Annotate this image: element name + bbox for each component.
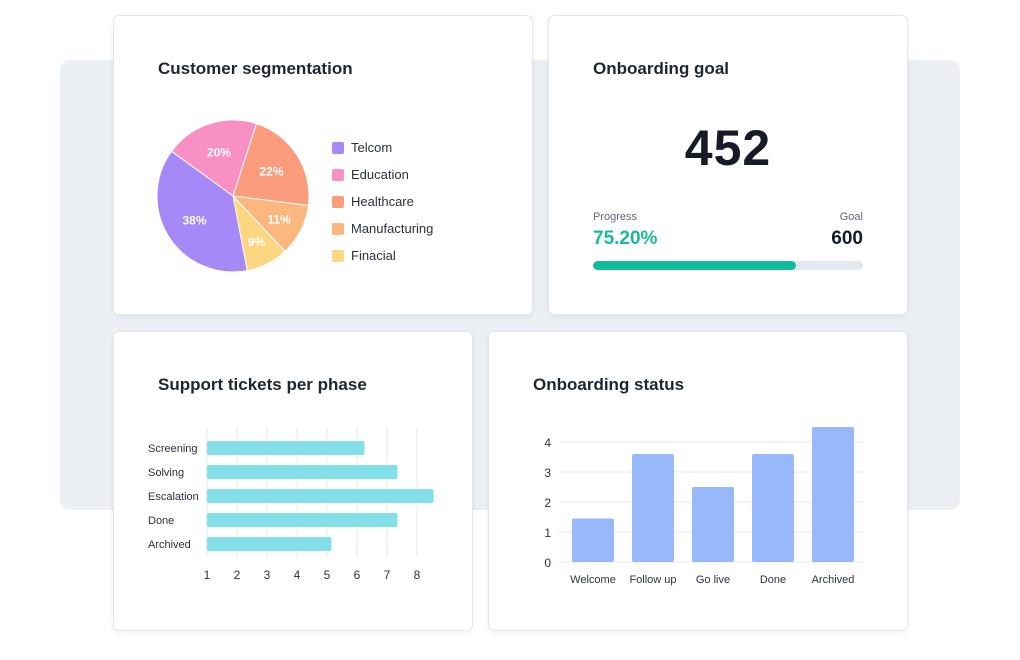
pie-label-education: 20% (207, 146, 231, 160)
pie-slice-healthcare (232, 123, 310, 207)
y-category-label: Screening (148, 443, 198, 455)
y-category-label: Archived (148, 539, 191, 551)
x-tick-label: 8 (414, 568, 421, 582)
support-tickets-card: Support tickets per phase 1 2 3 4 5 6 7 8 Screen… (113, 331, 473, 631)
bar-follow-up (632, 454, 674, 562)
x-tick-label: 5 (324, 568, 331, 582)
legend-swatch (332, 141, 344, 154)
customer-segmentation-pie-chart: 20% 22% 11%9% 38% (156, 119, 310, 273)
customer-segmentation-legend: Telcom Education Healthcare Manufacturing Fi… (332, 134, 433, 269)
legend-swatch (332, 168, 344, 181)
y-tick-label: 2 (544, 496, 551, 510)
bar-escalation (207, 489, 434, 503)
support-tickets-bar-chart: 1 2 3 4 5 6 7 8 Screening Solving Escalation Done Ar… (148, 427, 434, 582)
goal-label: Goal (839, 211, 863, 223)
bar-archived (207, 537, 332, 551)
legend-item-telcom: Telcom (332, 134, 433, 161)
legend-label: Manufacturing (351, 221, 434, 236)
y-category-label: Solving (148, 467, 184, 479)
x-category-label: Welcome (570, 574, 616, 586)
x-category-label: Go live (696, 574, 730, 586)
x-category-label: Archived (812, 574, 855, 586)
onboarding-status-card: Onboarding status 0 1 2 3 4 Welcome Follow up G… (488, 331, 908, 631)
y-tick-label: 4 (544, 436, 551, 450)
x-tick-label: 2 (234, 568, 241, 582)
bar-solving (207, 465, 398, 479)
legend-label: Finacial (351, 248, 396, 263)
customer-segmentation-card: Customer segmentation 20% 22% 11% 9% 38% Tel… (113, 15, 533, 315)
x-tick-label: 7 (384, 568, 391, 582)
bar-done (752, 454, 794, 562)
progress-percent: 75.20% (593, 228, 658, 249)
y-tick-label: 0 (544, 556, 551, 570)
support-tickets-title: Support tickets per phase (158, 375, 367, 394)
legend-item-education: Education (332, 161, 433, 188)
legend-label: Telcom (351, 140, 393, 155)
bar-archived (812, 427, 854, 562)
bar-done (207, 513, 398, 527)
progress-label: Progress (593, 211, 638, 223)
legend-swatch (332, 195, 344, 208)
y-category-label: Done (148, 515, 174, 527)
pie-label-telcom: 38% (182, 213, 206, 227)
legend-item-healthcare: Healthcare (332, 188, 433, 215)
pie-slice-telcom (156, 150, 248, 273)
progress-bar-track (593, 261, 863, 270)
goal-target-value: 600 (831, 228, 863, 249)
pie-label-finacial: 9% (248, 235, 266, 249)
y-tick-label: 3 (544, 466, 551, 480)
x-category-label: Done (760, 574, 786, 586)
pie-label-manufacturing: 11% (267, 212, 291, 226)
legend-label: Healthcare (351, 194, 414, 209)
x-tick-label: 4 (294, 568, 301, 582)
x-tick-label: 3 (264, 568, 271, 582)
customer-segmentation-title: Customer segmentation (158, 59, 353, 78)
progress-bar-fill (593, 261, 797, 270)
onboarding-status-title: Onboarding status (533, 375, 685, 394)
legend-swatch (332, 222, 344, 235)
onboarding-goal-card: Onboarding goal 452 Progress Goal 75.20%… (548, 15, 908, 315)
legend-item-finacial: Finacial (332, 242, 433, 269)
onboarding-status-bar-chart: 0 1 2 3 4 Welcome Follow up Go live Done Archived (544, 427, 864, 586)
pie-slice-education (170, 119, 258, 197)
bar-screening (207, 441, 365, 455)
y-category-label: Escalation (148, 491, 199, 503)
onboarding-goal-current-value: 452 (684, 120, 772, 176)
legend-item-manufacturing: Manufacturing (332, 215, 433, 242)
x-tick-label: 1 (204, 568, 211, 582)
legend-swatch (332, 249, 344, 262)
legend-label: Education (351, 167, 409, 182)
bar-welcome (572, 518, 614, 562)
onboarding-goal-title: Onboarding goal (593, 59, 729, 78)
pie-label-healthcare: 22% (259, 165, 283, 179)
x-tick-label: 6 (354, 568, 361, 582)
y-tick-label: 1 (544, 526, 551, 540)
bar-go-live (692, 487, 734, 562)
x-category-label: Follow up (629, 574, 676, 586)
